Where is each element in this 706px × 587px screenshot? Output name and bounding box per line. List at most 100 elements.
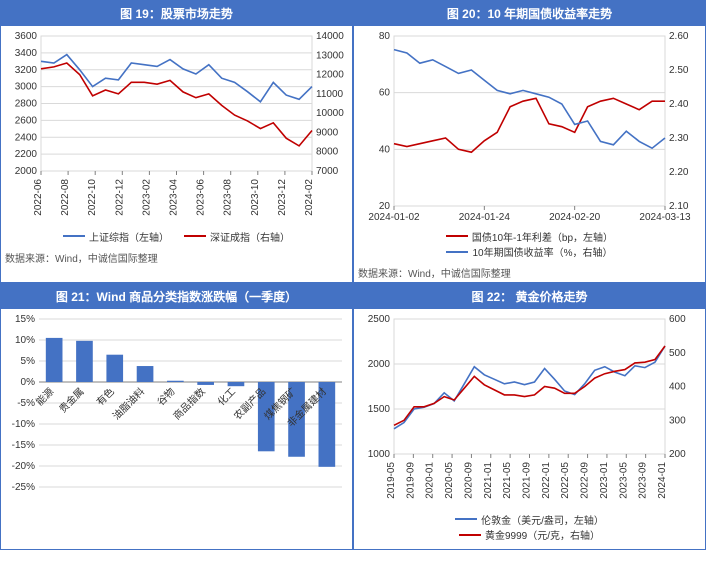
legend-label-spread: 国债10年-1年利差（bp，左轴）	[472, 229, 613, 244]
svg-text:2022-10: 2022-10	[87, 179, 98, 216]
svg-text:0%: 0%	[21, 377, 36, 388]
legend-label-shenzhen: 深证成指（右轴）	[210, 229, 290, 244]
svg-text:2200: 2200	[15, 149, 38, 160]
svg-text:2000: 2000	[368, 359, 391, 370]
svg-text:14000: 14000	[316, 31, 344, 42]
svg-text:2022-05: 2022-05	[560, 462, 571, 499]
svg-text:3200: 3200	[15, 65, 38, 76]
legend-label-shanghai: 上证综指（左轴）	[89, 229, 169, 244]
chart19-svg: 2000 2200 2400 2600 2800 3000 3200 3400 3600 7000…	[1, 26, 352, 226]
svg-text:商品指数: 商品指数	[170, 385, 207, 422]
svg-text:60: 60	[379, 88, 391, 99]
svg-text:1500: 1500	[368, 404, 391, 415]
svg-text:2022-12: 2022-12	[114, 179, 125, 216]
svg-text:2024-02-20: 2024-02-20	[549, 212, 601, 223]
svg-text:2023-09: 2023-09	[638, 462, 649, 499]
chart21-body: -25%-20%-15%-10%-5%0%5%10%15%能源贵金属有色油脂油料…	[1, 309, 352, 549]
svg-text:2019-09: 2019-09	[405, 462, 416, 499]
svg-text:8000: 8000	[316, 147, 339, 158]
chart19-title: 图 19：股票市场走势	[1, 1, 352, 26]
legend-item-gold9999: 黄金9999（元/克，右轴）	[459, 527, 600, 542]
legend-item-spread: 国债10年-1年利差（bp，左轴）	[446, 229, 613, 244]
svg-text:2023-06: 2023-06	[196, 179, 207, 216]
svg-text:能源: 能源	[33, 385, 56, 408]
svg-text:10%: 10%	[15, 335, 35, 346]
legend-label-london-gold: 伦敦金（美元/盎司，左轴）	[481, 512, 604, 527]
legend-item-shenzhen: 深证成指（右轴）	[184, 229, 290, 244]
svg-text:2024-01: 2024-01	[657, 462, 668, 499]
svg-text:2023-10: 2023-10	[250, 179, 261, 216]
panel-chart19: 图 19：股票市场走势 2000 2200 2400 2600 2800 3000 3200…	[0, 0, 353, 283]
svg-text:有色: 有色	[94, 385, 117, 408]
svg-text:3600: 3600	[15, 31, 38, 42]
svg-text:2020-09: 2020-09	[463, 462, 474, 499]
svg-text:2024-02: 2024-02	[304, 179, 315, 216]
svg-text:2021-09: 2021-09	[522, 462, 533, 499]
svg-text:2020-01: 2020-01	[425, 462, 436, 499]
svg-text:2024-01-02: 2024-01-02	[368, 212, 420, 223]
chart22-legend: 伦敦金（美元/盎司，左轴） 黄金9999（元/克，右轴）	[354, 509, 705, 546]
svg-text:化工: 化工	[215, 385, 238, 408]
legend-swatch-blue	[446, 251, 468, 253]
svg-text:20: 20	[379, 201, 391, 212]
svg-text:5%: 5%	[21, 356, 36, 367]
svg-text:2400: 2400	[15, 132, 38, 143]
svg-text:2023-01: 2023-01	[599, 462, 610, 499]
legend-label-gold9999: 黄金9999（元/克，右轴）	[485, 527, 600, 542]
svg-text:12000: 12000	[316, 70, 344, 81]
legend-swatch-blue	[455, 518, 477, 520]
chart20-svg: 204060802.102.202.302.402.502.602024-01-…	[354, 26, 705, 226]
legend-item-london-gold: 伦敦金（美元/盎司，左轴）	[455, 512, 604, 527]
svg-text:15%: 15%	[15, 314, 35, 325]
svg-text:2022-06: 2022-06	[33, 179, 44, 216]
svg-text:7000: 7000	[316, 166, 339, 177]
svg-text:300: 300	[669, 415, 686, 426]
legend-item-yield: 10年期国债收益率（%，右轴）	[446, 244, 612, 259]
svg-text:2600: 2600	[15, 115, 38, 126]
chart19-body: 2000 2200 2400 2600 2800 3000 3200 3400 3600 7000…	[1, 26, 352, 226]
chart21-svg: -25%-20%-15%-10%-5%0%5%10%15%能源贵金属有色油脂油料…	[1, 309, 352, 549]
chart20-title: 图 20：10 年期国债收益率走势	[354, 1, 705, 26]
panel-chart21: 图 21：Wind 商品分类指数涨跌幅（一季度） -25%-20%-15%-10…	[0, 283, 353, 550]
svg-text:2023-04: 2023-04	[169, 179, 180, 216]
svg-text:80: 80	[379, 31, 391, 42]
svg-text:11000: 11000	[316, 89, 344, 100]
legend-swatch-red	[459, 534, 481, 536]
svg-text:-15%: -15%	[12, 440, 35, 451]
svg-text:3000: 3000	[15, 82, 38, 93]
svg-text:2000: 2000	[15, 166, 38, 177]
svg-text:13000: 13000	[316, 50, 344, 61]
panel-chart20: 图 20：10 年期国债收益率走势 204060802.102.202.302.…	[353, 0, 706, 283]
svg-text:2.50: 2.50	[669, 65, 689, 76]
svg-text:2.60: 2.60	[669, 31, 689, 42]
svg-text:9000: 9000	[316, 127, 339, 138]
svg-text:-20%: -20%	[12, 461, 35, 472]
svg-text:2019-05: 2019-05	[386, 462, 397, 499]
legend-swatch-red	[446, 235, 468, 237]
svg-text:2022-08: 2022-08	[60, 179, 71, 216]
chart20-body: 204060802.102.202.302.402.502.602024-01-…	[354, 26, 705, 226]
legend-item-shanghai: 上证综指（左轴）	[63, 229, 169, 244]
svg-text:10000: 10000	[316, 108, 344, 119]
svg-text:2024-03-13: 2024-03-13	[639, 212, 691, 223]
svg-text:2.30: 2.30	[669, 133, 689, 144]
svg-text:2.10: 2.10	[669, 201, 689, 212]
svg-text:2020-05: 2020-05	[444, 462, 455, 499]
chart19-legend: 上证综指（左轴） 深证成指（右轴）	[1, 226, 352, 248]
chart22-body: 10001500200025002003004005006002019-0520…	[354, 309, 705, 509]
svg-text:2023-02: 2023-02	[141, 179, 152, 216]
chart22-svg: 10001500200025002003004005006002019-0520…	[354, 309, 705, 509]
svg-text:200: 200	[669, 449, 686, 460]
svg-text:2023-12: 2023-12	[277, 179, 288, 216]
svg-text:谷物: 谷物	[154, 385, 177, 408]
svg-text:2023-05: 2023-05	[618, 462, 629, 499]
charts-grid: 图 19：股票市场走势 2000 2200 2400 2600 2800 3000 3200…	[0, 0, 706, 550]
svg-text:2800: 2800	[15, 99, 38, 110]
svg-text:2023-08: 2023-08	[223, 179, 234, 216]
svg-text:1000: 1000	[368, 449, 391, 460]
svg-text:贵金属: 贵金属	[56, 385, 86, 415]
legend-swatch-blue	[63, 235, 85, 237]
svg-text:3400: 3400	[15, 48, 38, 59]
chart21-title: 图 21：Wind 商品分类指数涨跌幅（一季度）	[1, 284, 352, 309]
svg-text:500: 500	[669, 348, 686, 359]
